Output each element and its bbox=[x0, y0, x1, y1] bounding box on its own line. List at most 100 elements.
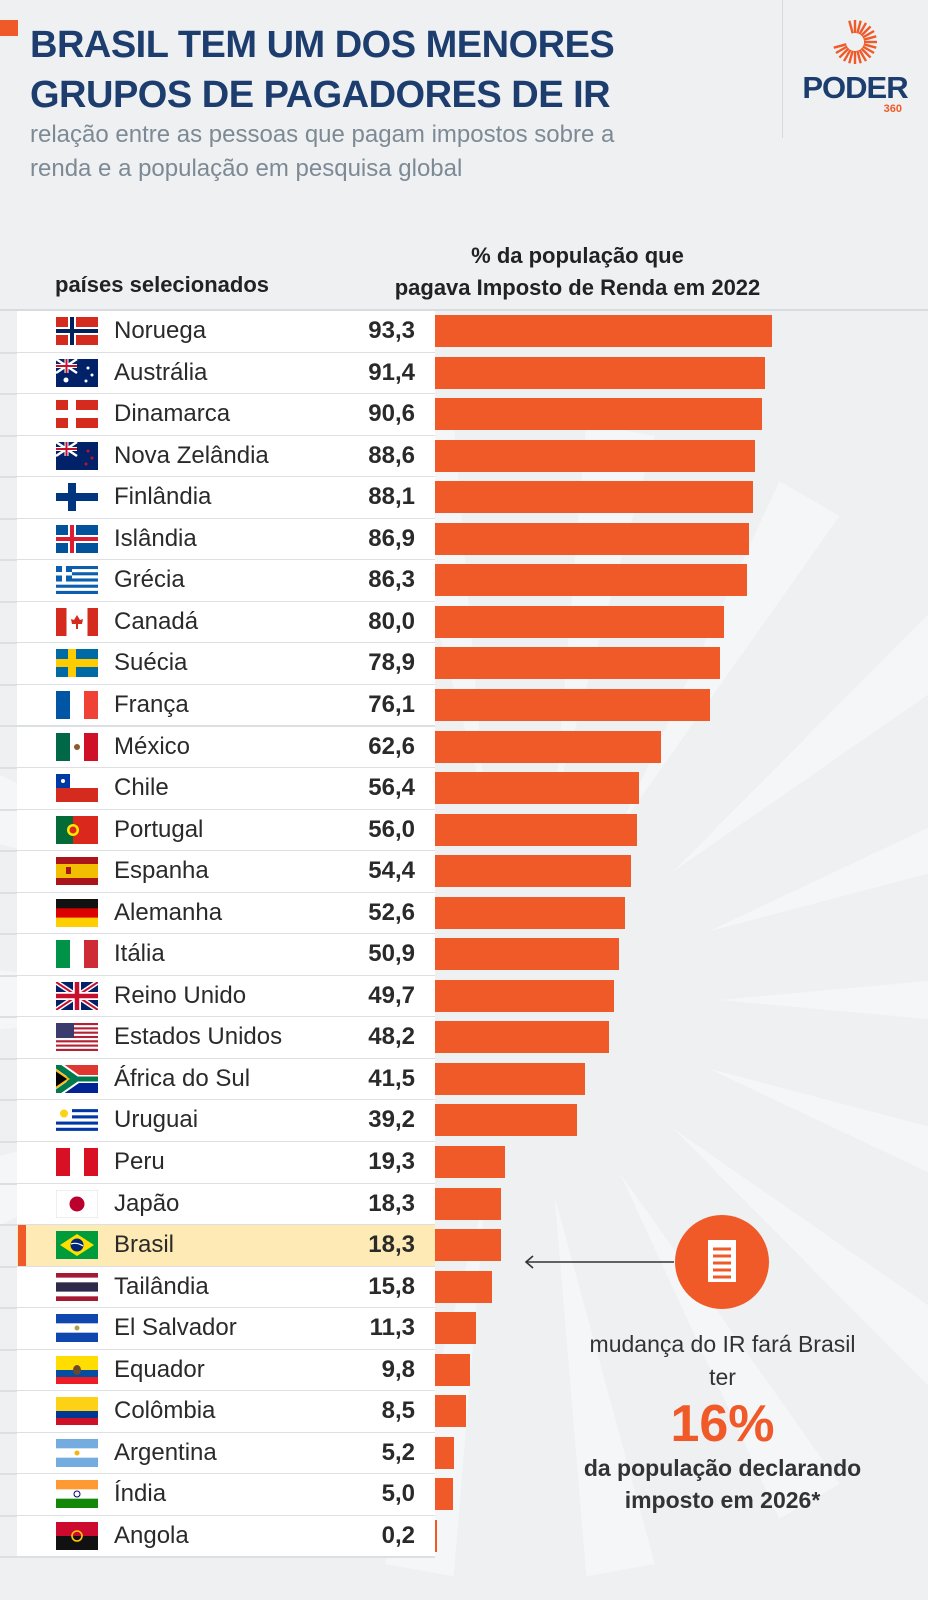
bar bbox=[435, 938, 619, 971]
callout-line: mudança do IR fará Brasil bbox=[589, 1331, 856, 1357]
logo-word: PODER bbox=[802, 70, 908, 105]
table-row: Equador 9,8 bbox=[0, 1349, 928, 1393]
country-name: Estados Unidos bbox=[114, 1023, 283, 1051]
flag-us-icon bbox=[56, 1023, 98, 1052]
table-row: Dinamarca 90,6 bbox=[0, 394, 928, 437]
table-row: Colômbia 8,5 bbox=[0, 1391, 928, 1434]
table-row: Nova Zelândia 88,6 bbox=[0, 435, 928, 479]
value-label: 5,0 bbox=[381, 1480, 415, 1508]
row-divider bbox=[0, 767, 435, 769]
row-divider bbox=[0, 891, 435, 894]
table-row: México 62,6 bbox=[0, 726, 928, 769]
bg-ray bbox=[707, 1068, 928, 1173]
bar bbox=[435, 979, 615, 1012]
bar bbox=[435, 605, 724, 638]
flag-cl-icon bbox=[56, 774, 98, 803]
accent-mark bbox=[0, 20, 18, 36]
country-name: França bbox=[114, 690, 189, 718]
flag-pt-icon bbox=[56, 815, 98, 844]
bar bbox=[435, 1229, 502, 1262]
bar bbox=[435, 1062, 585, 1095]
table-row: África do Sul 41,5 bbox=[0, 1058, 928, 1102]
value-label: 56,0 bbox=[368, 815, 415, 843]
bar bbox=[435, 439, 755, 472]
flag-se-icon bbox=[56, 649, 98, 678]
country-name: Finlândia bbox=[114, 483, 212, 511]
row-divider bbox=[0, 1099, 435, 1102]
flag-no-icon bbox=[56, 317, 98, 345]
bar bbox=[435, 730, 661, 763]
subtitle-line: renda e a população em pesquisa global bbox=[30, 155, 463, 182]
value-label: 9,8 bbox=[381, 1355, 415, 1383]
bar bbox=[435, 1270, 493, 1303]
bg-ray bbox=[707, 827, 928, 932]
row-divider bbox=[0, 1514, 435, 1517]
flag-jp-icon bbox=[56, 1189, 98, 1218]
row-divider bbox=[0, 351, 435, 354]
country-name: Nova Zelândia bbox=[114, 441, 269, 469]
flag-fr-icon bbox=[56, 690, 98, 719]
header-line: pagava Imposto de Renda em 2022 bbox=[394, 275, 761, 300]
bar bbox=[435, 356, 765, 389]
value-label: 56,4 bbox=[368, 774, 415, 802]
value-label: 8,5 bbox=[381, 1397, 415, 1425]
value-label: 76,1 bbox=[368, 690, 415, 718]
bg-ray bbox=[673, 614, 928, 872]
column-header-values: % da população que pagava Imposto de Ren… bbox=[340, 240, 815, 304]
flag-ao-icon bbox=[56, 1521, 98, 1550]
table-row: Espanha 54,4 bbox=[0, 851, 928, 894]
bar bbox=[435, 398, 763, 431]
row-divider bbox=[0, 642, 435, 645]
header-line: % da população que bbox=[471, 243, 684, 268]
bg-ray bbox=[620, 481, 840, 827]
bar bbox=[435, 1312, 476, 1345]
value-label: 90,6 bbox=[368, 400, 415, 428]
bar bbox=[435, 1146, 505, 1178]
country-name: Suécia bbox=[114, 649, 188, 677]
flag-au-icon bbox=[56, 358, 98, 387]
table-row: Índia 5,0 bbox=[0, 1474, 928, 1517]
table-row: Portugal 56,0 bbox=[0, 809, 928, 853]
country-name: Tailândia bbox=[114, 1272, 209, 1300]
table-row: Argentina 5,2 bbox=[0, 1432, 928, 1476]
flag-gr-icon bbox=[56, 566, 98, 595]
value-label: 41,5 bbox=[368, 1064, 415, 1092]
bg-ray bbox=[554, 1196, 655, 1577]
row-divider bbox=[0, 974, 435, 977]
country-name: Índia bbox=[114, 1480, 167, 1508]
table-row: Finlândia 88,1 bbox=[0, 477, 928, 520]
flag-sv-icon bbox=[56, 1314, 98, 1343]
table-row: Itália 50,9 bbox=[0, 934, 928, 977]
bar bbox=[435, 1519, 437, 1552]
table-row: El Salvador 11,3 bbox=[0, 1308, 928, 1351]
row-divider bbox=[0, 1431, 435, 1434]
title-line: BRASIL TEM UM DOS MENORES bbox=[30, 24, 615, 66]
row-divider bbox=[0, 393, 435, 396]
bar bbox=[435, 1436, 454, 1469]
country-name: Dinamarca bbox=[114, 400, 231, 428]
bar bbox=[435, 855, 632, 888]
divider bbox=[782, 0, 783, 138]
row-divider bbox=[0, 1556, 435, 1559]
callout-percentage: 16% bbox=[670, 1395, 775, 1453]
table-row: Brasil 18,3 bbox=[0, 1225, 928, 1268]
country-name: México bbox=[114, 732, 191, 760]
value-label: 62,6 bbox=[368, 732, 415, 760]
table-row: Islândia 86,9 bbox=[0, 518, 928, 562]
country-name: El Salvador bbox=[114, 1314, 237, 1342]
callout-text: mudança do IR fará Brasil ter 16% da pop… bbox=[555, 1328, 890, 1516]
value-label: 93,3 bbox=[368, 317, 415, 344]
subtitle: relação entre as pessoas que pagam impos… bbox=[30, 118, 614, 186]
page-title: BRASIL TEM UM DOS MENORES GRUPOS DE PAGA… bbox=[30, 20, 615, 120]
bar bbox=[435, 564, 747, 597]
row-divider bbox=[0, 1307, 435, 1310]
value-label: 86,3 bbox=[368, 566, 415, 594]
country-name: Espanha bbox=[114, 857, 209, 885]
country-name: Islândia bbox=[114, 524, 197, 552]
row-divider bbox=[0, 725, 435, 728]
value-label: 19,3 bbox=[368, 1148, 415, 1175]
flag-de-icon bbox=[56, 898, 98, 927]
bar bbox=[435, 1353, 471, 1386]
country-name: Itália bbox=[114, 940, 165, 968]
callout-line: da população declarando bbox=[583, 1455, 862, 1481]
